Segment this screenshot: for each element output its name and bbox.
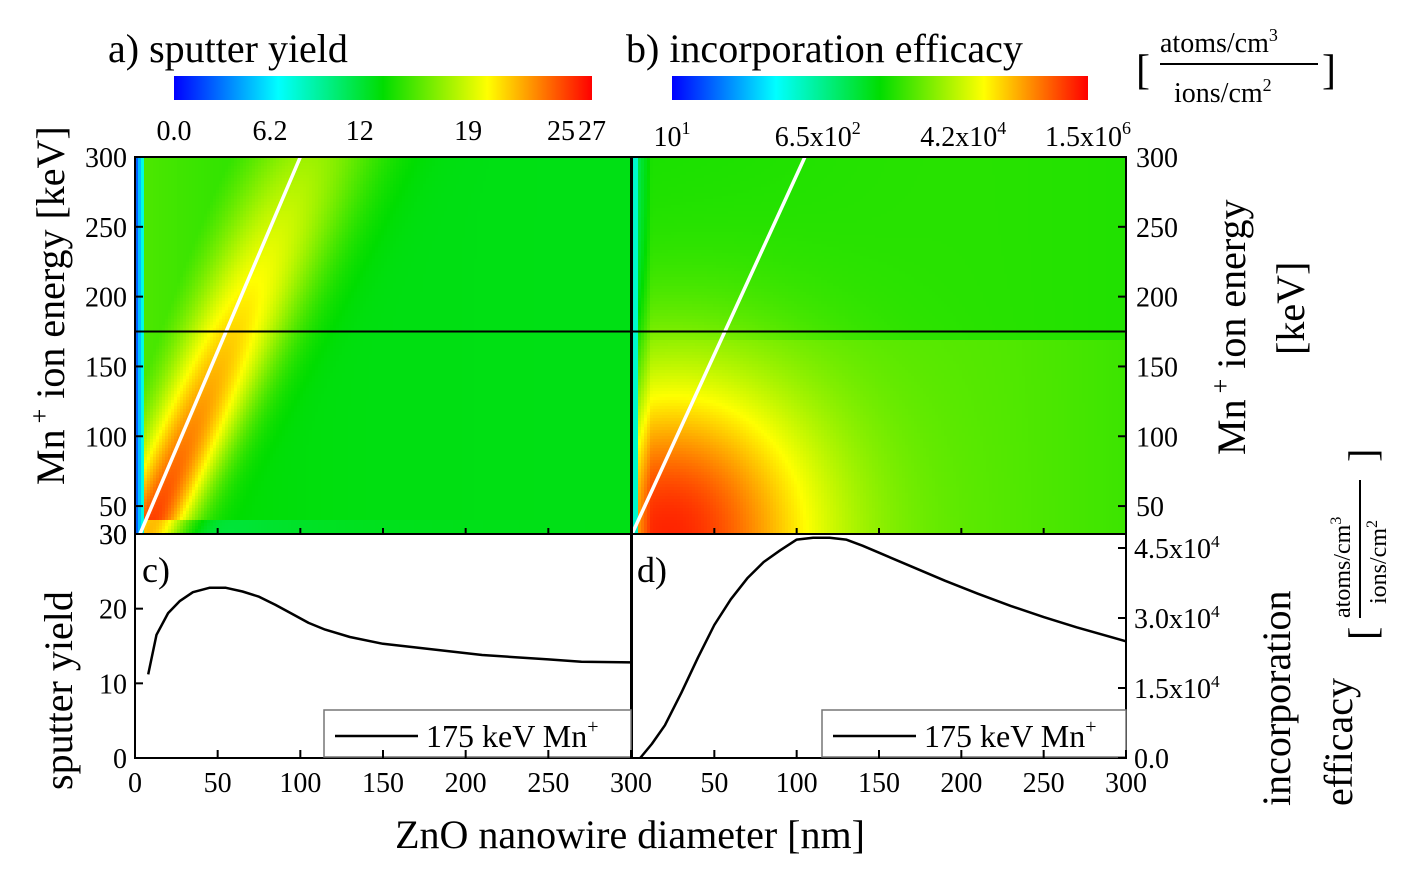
colorbar-a-tick-label: 0.0 bbox=[157, 116, 192, 147]
colorbar-b-ticks: 101 6.5x102 4.2x104 1.5x106 bbox=[654, 118, 1132, 153]
y-tick-b-100: 100 bbox=[1136, 422, 1178, 453]
colorbar-b-tick-label: 101 bbox=[654, 118, 691, 153]
panel-b-title: b) incorporation efficacy bbox=[626, 26, 1023, 71]
x-tick-c-0: 0 bbox=[128, 768, 142, 799]
panel-a-title: a) sputter yield bbox=[108, 26, 348, 71]
ylabel-panel-d-units: [ atoms/cm3 ions/cm2 ] bbox=[1328, 449, 1392, 640]
legend-d-label: 175 keV Mn+ bbox=[924, 716, 1096, 754]
colorbar-a-tick-label: 12 bbox=[346, 116, 374, 147]
x-axis-title: ZnO nanowire diameter [nm] bbox=[395, 812, 865, 857]
x-tick-d-150: 150 bbox=[858, 768, 900, 799]
y-tick-a-100: 100 bbox=[85, 422, 127, 453]
legend-d: 175 keV Mn+ bbox=[822, 710, 1126, 757]
svg-text:[: [ bbox=[1136, 48, 1150, 94]
unit-bracket-denominator: ions/cm2 bbox=[1174, 75, 1272, 109]
y-tick-d-3: 4.5x104 bbox=[1134, 532, 1220, 565]
heatmap-b bbox=[632, 157, 1128, 536]
y-tick-b-50: 50 bbox=[1136, 492, 1164, 523]
x-tick-c-200: 200 bbox=[445, 768, 487, 799]
svg-text:]: ] bbox=[1322, 48, 1336, 94]
panel-c-label: c) bbox=[142, 550, 170, 590]
ylabel-panel-c: sputter yield bbox=[36, 591, 81, 790]
colorbar-a-tick-label: 19 bbox=[454, 116, 482, 147]
x-tick-c-250: 250 bbox=[527, 768, 569, 799]
ylabel-panel-a: Mn+ ion energy [keV] bbox=[25, 126, 73, 485]
y-tick-c-0: 0 bbox=[113, 744, 127, 775]
unit-bracket: [ atoms/cm3 ions/cm2 ] bbox=[1136, 25, 1336, 109]
ylabel-panel-b-line1: Mn+ ion energy bbox=[1206, 200, 1254, 455]
colorbar-b bbox=[672, 76, 1088, 100]
colorbar-a-tick-label: 6.2 bbox=[252, 116, 287, 147]
x-tick-c-100: 100 bbox=[279, 768, 321, 799]
y-tick-a-300: 300 bbox=[85, 143, 127, 174]
y-tick-a-200: 200 bbox=[85, 283, 127, 314]
colorbar-a bbox=[174, 76, 592, 100]
y-tick-b-250: 250 bbox=[1136, 213, 1178, 244]
y-tick-d-2: 3.0x104 bbox=[1134, 602, 1220, 635]
colorbar-a-tick-label: 25 bbox=[547, 116, 575, 147]
panel-d-label: d) bbox=[637, 550, 667, 590]
x-tick-d-250: 250 bbox=[1023, 768, 1065, 799]
y-tick-a-50: 50 bbox=[99, 492, 127, 523]
colorbar-b-tick-label: 6.5x102 bbox=[775, 118, 861, 153]
ylabel-panel-d-line1: incorporation bbox=[1254, 591, 1299, 807]
y-tick-c-20: 20 bbox=[99, 595, 127, 626]
y-tick-c-30: 30 bbox=[99, 520, 127, 551]
heatmap-a bbox=[135, 157, 634, 536]
unit-bracket-numerator: atoms/cm3 bbox=[1160, 25, 1278, 59]
x-tick-d-200: 200 bbox=[940, 768, 982, 799]
panel-c-plot bbox=[148, 588, 631, 675]
legend-c: 175 keV Mn+ bbox=[324, 710, 631, 757]
colorbar-b-tick-label: 1.5x106 bbox=[1045, 118, 1131, 153]
x-tick-d-50: 50 bbox=[700, 768, 728, 799]
y-tick-a-250: 250 bbox=[85, 213, 127, 244]
y-tick-b-150: 150 bbox=[1136, 352, 1178, 383]
y-tick-c-10: 10 bbox=[99, 669, 127, 700]
ylabel-panel-b-line2: [keV] bbox=[1268, 262, 1313, 355]
ylabel-panel-d-line2: efficacy bbox=[1316, 678, 1361, 806]
y-tick-b-300: 300 bbox=[1136, 143, 1178, 174]
y-tick-b-200: 200 bbox=[1136, 283, 1178, 314]
y-tick-a-150: 150 bbox=[85, 352, 127, 383]
x-tick-c-300: 300 bbox=[610, 768, 652, 799]
colorbar-a-ticks: 0.0 6.2 12 19 25 27 bbox=[157, 116, 607, 147]
legend-c-label: 175 keV Mn+ bbox=[426, 716, 598, 754]
x-tick-d-100: 100 bbox=[776, 768, 818, 799]
series-line-c bbox=[148, 588, 631, 675]
colorbar-b-tick-label: 4.2x104 bbox=[920, 118, 1006, 153]
x-tick-c-50: 50 bbox=[204, 768, 232, 799]
x-tick-c-150: 150 bbox=[362, 768, 404, 799]
y-tick-d-1: 1.5x104 bbox=[1134, 672, 1220, 705]
colorbar-a-tick-label: 27 bbox=[578, 116, 606, 147]
x-tick-d-300: 300 bbox=[1105, 768, 1147, 799]
